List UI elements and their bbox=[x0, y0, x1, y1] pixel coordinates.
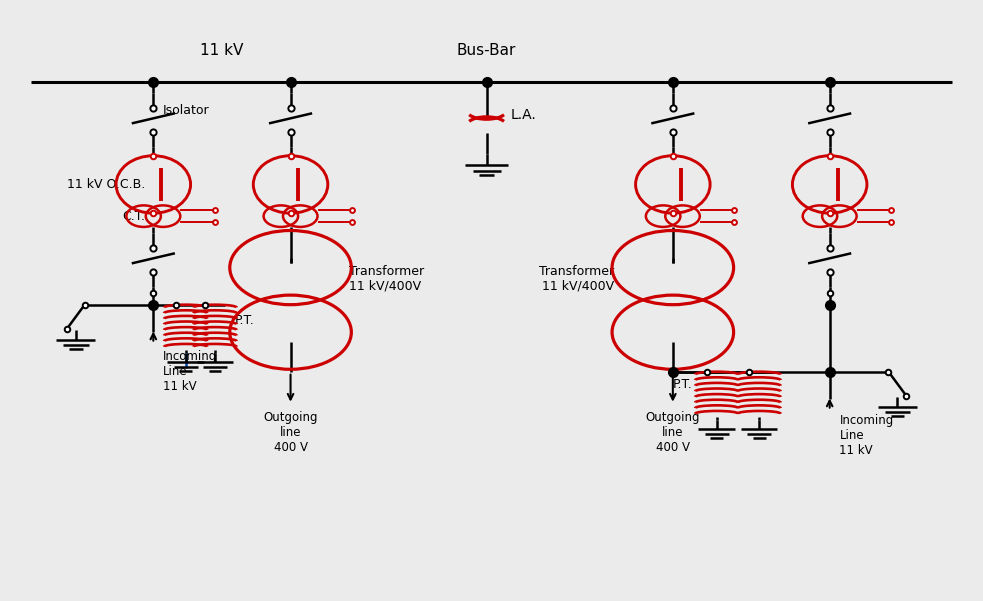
Text: P.T.: P.T. bbox=[235, 314, 255, 327]
Text: Transformer
11 kV/400V: Transformer 11 kV/400V bbox=[539, 265, 614, 293]
Text: 11 kV: 11 kV bbox=[201, 43, 244, 58]
Text: Isolator: Isolator bbox=[163, 105, 209, 117]
Text: L.A.: L.A. bbox=[511, 108, 537, 122]
Text: Incoming
Line
11 kV: Incoming Line 11 kV bbox=[163, 350, 217, 392]
Text: C.T.: C.T. bbox=[123, 210, 145, 222]
Text: Transformer
11 kV/400V: Transformer 11 kV/400V bbox=[349, 265, 425, 293]
Text: Bus-Bar: Bus-Bar bbox=[457, 43, 516, 58]
Text: 11 kV O.C.B.: 11 kV O.C.B. bbox=[67, 178, 145, 191]
Text: Outgoing
line
400 V: Outgoing line 400 V bbox=[646, 410, 700, 454]
Text: Outgoing
line
400 V: Outgoing line 400 V bbox=[263, 410, 318, 454]
Text: P.T.: P.T. bbox=[672, 377, 692, 391]
Text: Incoming
Line
11 kV: Incoming Line 11 kV bbox=[839, 413, 894, 457]
